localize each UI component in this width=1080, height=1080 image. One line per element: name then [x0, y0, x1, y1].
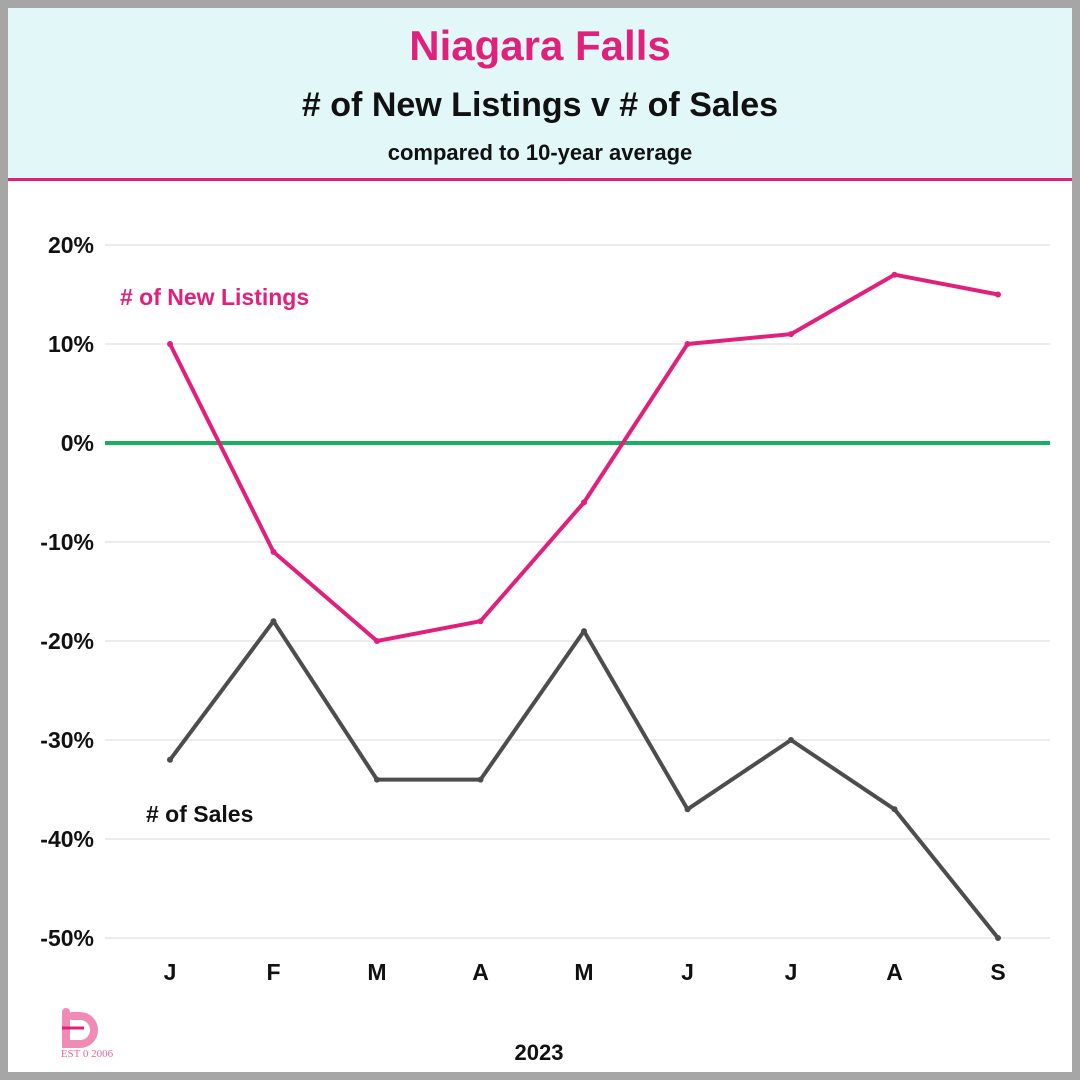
- y-tick-label: -50%: [40, 925, 94, 951]
- data-point: [167, 341, 173, 347]
- data-point: [167, 756, 173, 763]
- data-point: [684, 806, 691, 813]
- data-point: [374, 776, 380, 783]
- x-axis-label: 2023: [515, 1040, 564, 1065]
- data-point: [995, 291, 1001, 298]
- header-banner: Niagara Falls # of New Listings v # of S…: [8, 8, 1072, 181]
- x-tick-label: J: [785, 959, 798, 985]
- x-tick-label: M: [574, 959, 593, 985]
- series-line-sales: [168, 619, 1000, 940]
- series-label-sales: # of Sales: [146, 801, 253, 827]
- chart-title: Niagara Falls: [409, 22, 671, 69]
- x-tick-label: A: [886, 959, 903, 985]
- data-point: [891, 271, 898, 278]
- x-tick-label: S: [990, 959, 1005, 985]
- x-tick-label: J: [164, 959, 177, 985]
- y-tick-label: 10%: [48, 331, 94, 357]
- data-point: [995, 935, 1001, 941]
- series-label-new-listings: # of New Listings: [120, 284, 309, 310]
- logo-est-text: EST 0 2006: [60, 1048, 114, 1060]
- y-tick-label: -20%: [40, 628, 94, 654]
- x-tick-label: F: [266, 959, 280, 985]
- line-chart: 20% 10% 0% -10% -20% -30% -40% -50% J F M A M J J A S #…: [40, 232, 1050, 1065]
- y-axis-ticks: 20% 10% 0% -10% -20% -30% -40% -50%: [40, 232, 94, 951]
- series-lines: [167, 271, 1001, 941]
- chart-subtitle: # of New Listings v # of Sales: [301, 86, 779, 124]
- y-tick-label: -40%: [40, 826, 94, 852]
- data-point: [788, 331, 794, 338]
- data-point: [477, 776, 484, 783]
- data-point: [581, 499, 587, 506]
- data-point: [684, 341, 691, 347]
- chart-frame: Niagara Falls # of New Listings v # of S…: [8, 8, 1072, 1072]
- series-line-new-listings: [168, 272, 1000, 643]
- data-point: [581, 628, 587, 635]
- data-point: [477, 618, 484, 625]
- x-tick-label: M: [367, 959, 386, 985]
- data-point: [374, 638, 380, 644]
- y-tick-label: 0%: [61, 430, 94, 456]
- grid-lines: [105, 244, 1050, 939]
- x-tick-label: A: [472, 959, 489, 985]
- chart-note: compared to 10-year average: [387, 140, 693, 165]
- data-point: [891, 806, 898, 813]
- data-point: [270, 618, 277, 625]
- y-tick-label: -10%: [40, 529, 94, 555]
- data-point: [788, 737, 794, 743]
- y-tick-label: -30%: [40, 727, 94, 753]
- y-tick-label: 20%: [48, 232, 94, 258]
- data-point: [270, 548, 277, 555]
- x-tick-label: J: [681, 959, 694, 985]
- b-logo-icon: [58, 1008, 118, 1068]
